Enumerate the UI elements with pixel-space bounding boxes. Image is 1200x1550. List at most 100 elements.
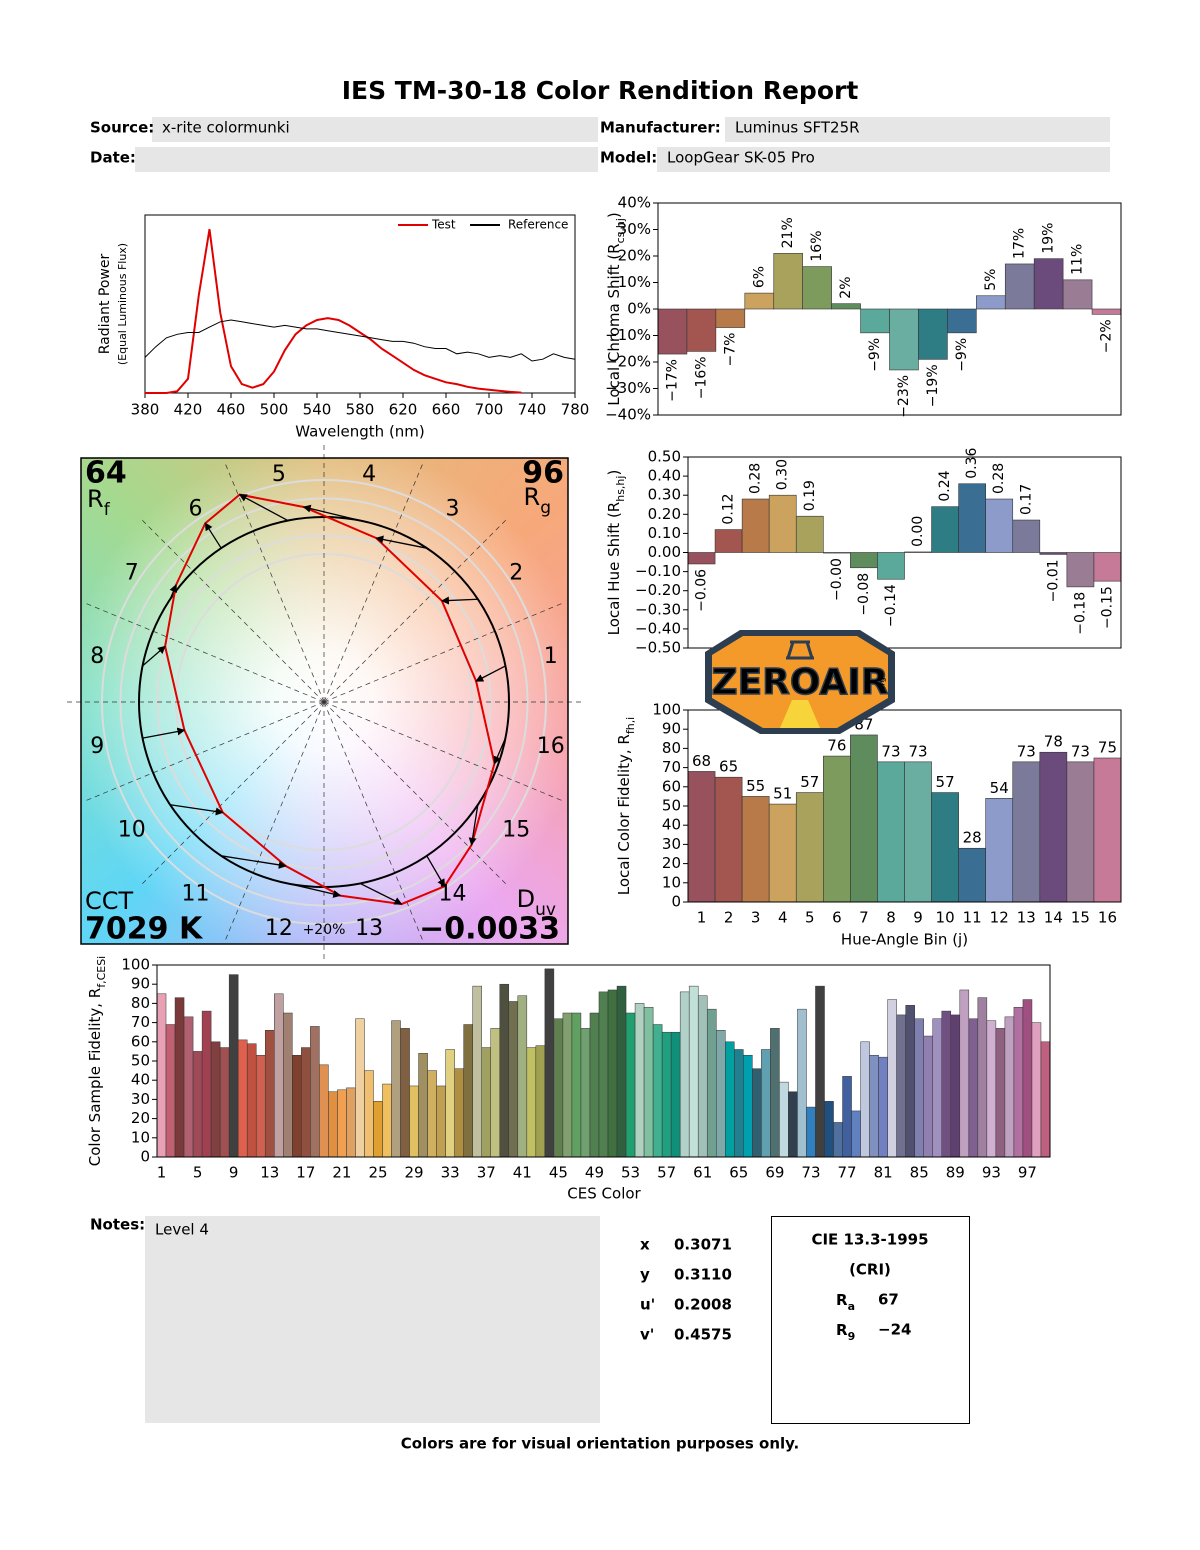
bin-label: 10: [118, 817, 146, 842]
bar: [977, 997, 988, 1158]
bar: [355, 1018, 365, 1158]
bar: [850, 734, 878, 903]
duv-label-part: uv: [535, 900, 556, 920]
field-label: Date:: [90, 149, 136, 167]
value-label: 76: [827, 737, 846, 755]
x-tick-label: 61: [693, 1164, 712, 1182]
duv-label-part: D: [517, 885, 535, 913]
notes-text: Level 4: [155, 1221, 209, 1239]
y-axis-label-part: ): [605, 470, 623, 476]
value-label: 73: [1071, 742, 1090, 760]
bar: [714, 529, 743, 553]
value-label: 0.36: [964, 447, 980, 478]
logo-sub: org: [878, 677, 887, 690]
bar: [544, 968, 555, 1158]
bar: [761, 1049, 771, 1158]
x-tick-label: 740: [518, 401, 547, 419]
y-tick-label: 30: [131, 1090, 150, 1108]
shift-arrow: [468, 804, 479, 846]
bar: [687, 552, 716, 565]
value-label: 65: [719, 758, 738, 776]
bar: [535, 1045, 546, 1158]
bar: [337, 1089, 347, 1158]
x-tick-label: 81: [874, 1164, 893, 1182]
bar: [156, 993, 167, 1158]
shift-arrow: [375, 535, 427, 549]
x-axis-label: Hue-Angle Bin (j): [841, 931, 968, 949]
chromaticity-value: 0.3071: [674, 1236, 732, 1254]
bar: [795, 515, 824, 553]
y-axis-label: Radiant Power: [97, 254, 113, 355]
chromaticity-label: x: [640, 1236, 650, 1254]
x-tick-label: 15: [1071, 909, 1090, 927]
y-axis-label: Local Chroma Shift (Rcs,hj): [605, 212, 627, 406]
bar: [292, 1054, 302, 1158]
y-axis-label-part: Local Hue Shift (R: [605, 502, 623, 636]
bar: [589, 1012, 600, 1158]
bar: [986, 1020, 997, 1158]
legend-label: Reference: [508, 218, 568, 232]
y-tick-label: 90: [131, 975, 150, 993]
y-tick-label: 40: [131, 1071, 150, 1089]
duv-value: −0.0033: [419, 912, 560, 947]
value-label: −9%: [954, 338, 970, 372]
rf-label-part: R: [87, 485, 104, 513]
bar: [1093, 552, 1122, 582]
bar: [860, 1041, 870, 1158]
bar: [743, 1054, 753, 1158]
value-label: 21%: [780, 217, 796, 248]
x-tick-label: 580: [346, 401, 375, 419]
shift-arrow: [221, 855, 287, 869]
rf-label-part: f: [104, 500, 111, 520]
bar: [823, 755, 851, 903]
bar: [643, 1006, 654, 1158]
y-axis-label-part: cs,hj: [614, 218, 627, 243]
value-label: −0.18: [1072, 592, 1088, 635]
cct-label: CCT: [85, 887, 134, 915]
bar: [779, 1081, 789, 1158]
bar: [802, 266, 832, 310]
shift-arrow: [170, 804, 224, 816]
field-label: Source:: [90, 119, 154, 137]
x-tick-label: 5: [805, 909, 815, 927]
ring-label: +20%: [303, 922, 346, 938]
value-label: 11%: [1070, 244, 1086, 275]
value-label: −23%: [896, 375, 912, 418]
x-tick-label: 33: [441, 1164, 460, 1182]
chromaticity-label: u': [640, 1296, 655, 1314]
bar: [192, 1051, 203, 1158]
bar: [741, 796, 770, 903]
field-value: x-rite colormunki: [162, 119, 290, 137]
plot-frame: [156, 964, 1051, 1158]
bar: [364, 1070, 374, 1158]
value-label: 55: [746, 777, 765, 795]
bar: [896, 1014, 906, 1158]
bar: [400, 1028, 410, 1158]
x-axis-label: Wavelength (nm): [295, 423, 425, 441]
bin-label: 11: [182, 881, 210, 906]
bar: [904, 761, 932, 903]
bar: [797, 1008, 807, 1158]
y-axis-label: Local Color Fidelity, Rfh,i: [615, 717, 637, 896]
x-tick-label: 420: [174, 401, 203, 419]
y-tick-label: 0: [671, 893, 681, 911]
x-tick-label: 8: [886, 909, 896, 927]
y-tick-label: 0.40: [648, 467, 681, 485]
y-tick-label: −0.10: [635, 562, 681, 580]
bar: [445, 1049, 455, 1158]
x-tick-label: 21: [332, 1164, 351, 1182]
x-tick-label: 10: [936, 909, 955, 927]
shift-arrow: [287, 882, 342, 898]
logo-orange: [712, 636, 888, 728]
y-axis-label: Local Hue Shift (Rhs,hj): [605, 470, 627, 636]
value-label: 73: [881, 742, 900, 760]
bar: [562, 1012, 573, 1158]
bar: [773, 253, 803, 310]
y-tick-label: 10%: [618, 273, 651, 291]
bar: [741, 498, 770, 553]
plot-frame: [687, 709, 1122, 903]
x-tick-label: 53: [621, 1164, 640, 1182]
bar: [923, 1035, 933, 1158]
